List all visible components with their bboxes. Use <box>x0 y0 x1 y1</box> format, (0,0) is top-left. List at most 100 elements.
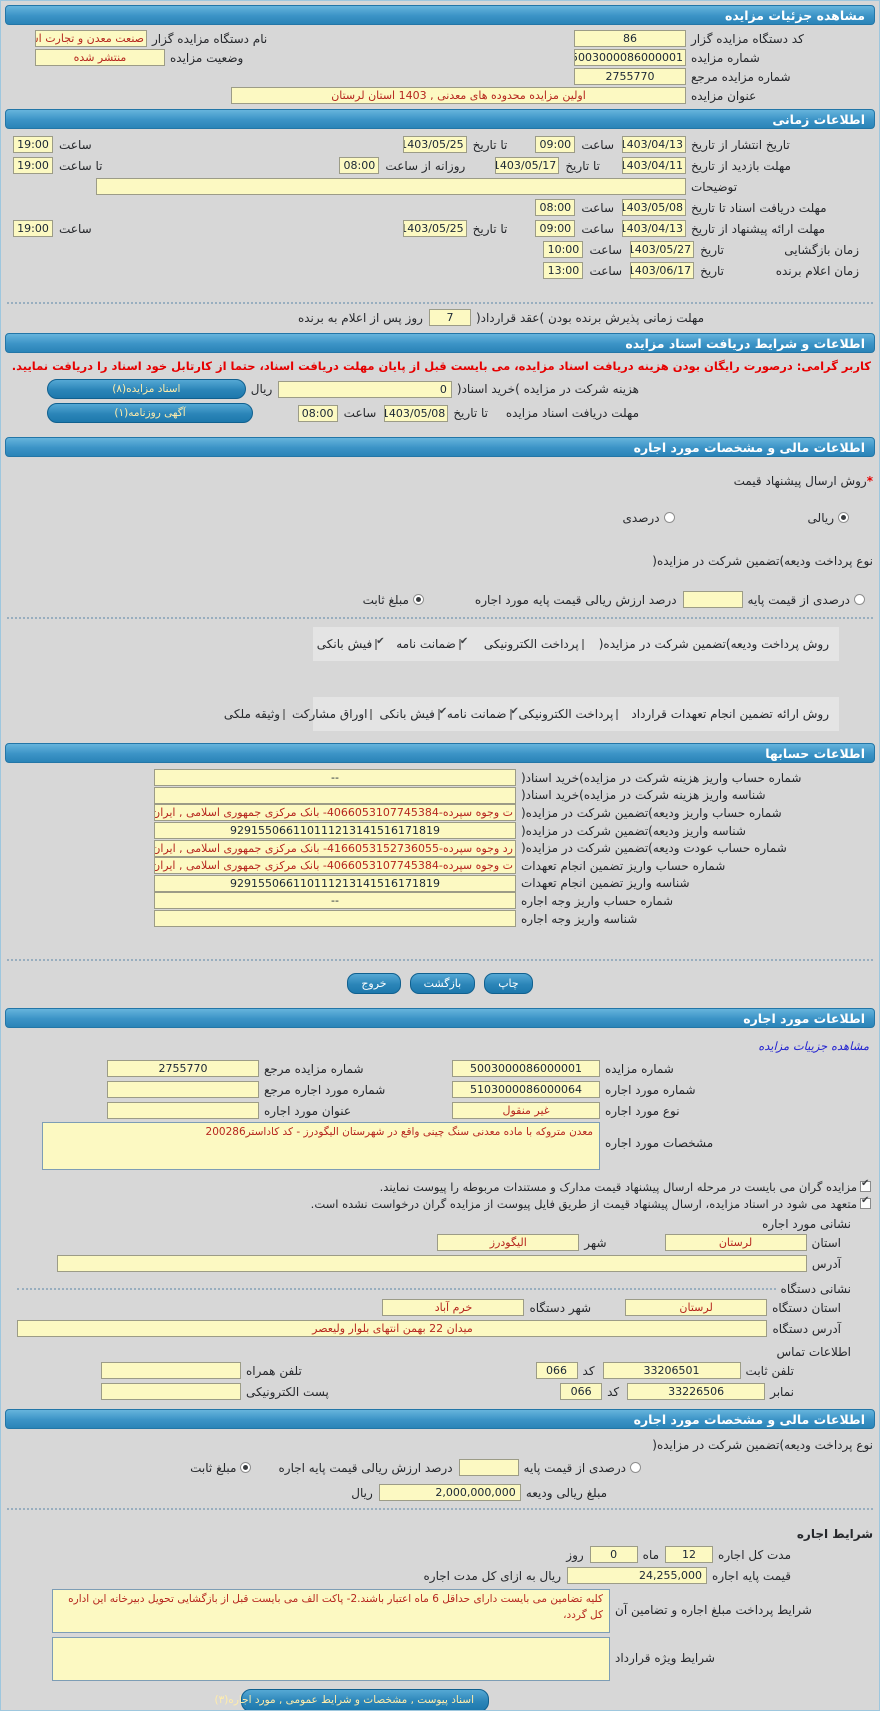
email-field[interactable] <box>101 1383 241 1401</box>
phone-code-field[interactable]: 066 <box>535 1362 578 1380</box>
doc-deadline-date-field[interactable]: 1403/05/08 <box>384 404 449 422</box>
deposit-slip-checkbox[interactable] <box>375 636 385 650</box>
org-code-field[interactable]: 86 <box>574 30 686 47</box>
org-name-pair: نام دستگاه مزایده گزار صنعت معدن و تجارت… <box>9 30 574 47</box>
percent-base-field[interactable] <box>682 591 743 608</box>
publish-to-date-field[interactable]: 1403/05/25 <box>402 136 467 153</box>
fax-field[interactable]: 33226506 <box>627 1383 766 1401</box>
special-terms-textarea[interactable] <box>52 1637 610 1682</box>
exit-button[interactable]: خروج <box>347 973 401 995</box>
to-date-label: تا تاریخ <box>453 406 488 420</box>
rental-item-ref-field[interactable] <box>107 1081 259 1099</box>
percent-base-radio[interactable] <box>854 594 865 605</box>
opening-time-field[interactable]: 10:00 <box>543 241 584 258</box>
rental-type-field[interactable]: غیر منقول <box>452 1102 600 1120</box>
view-auction-details-link[interactable]: مشاهده جزییات مزایده <box>758 1038 869 1053</box>
publish-from-date-field[interactable]: 1403/04/13 <box>622 136 686 153</box>
account-field[interactable]: -- <box>154 892 516 910</box>
org-province-field[interactable]: لرستان <box>625 1299 768 1317</box>
rental-auction-ref-field[interactable]: 2755770 <box>107 1060 259 1078</box>
winner-time-field[interactable]: 13:00 <box>543 262 584 279</box>
guarantee-bonds-checkbox[interactable] <box>370 708 373 720</box>
lease-months-field[interactable]: 12 <box>665 1546 714 1564</box>
subject-label: عنوان مزایده <box>691 88 757 103</box>
accept-days-field[interactable]: 7 <box>428 309 471 326</box>
deposit-guarantee-checkbox[interactable] <box>458 636 468 650</box>
account-field[interactable]: رد وجوه سپرده-4166053152736055- بانک مرک… <box>154 839 516 857</box>
org-address-field[interactable]: میدان 22 بهمن انتهای بلوار ولیعصر <box>17 1320 768 1338</box>
doc-fee-field[interactable]: 0 <box>278 380 452 398</box>
lease-days-field[interactable]: 0 <box>589 1546 638 1564</box>
rental-auction-ref-label: شماره مزایده مرجع <box>264 1061 364 1076</box>
rental-item-no-field[interactable]: 5103000086000064 <box>452 1081 600 1099</box>
account-row: شناسه واریز تضمین انجام تعهدات 929155066… <box>1 874 879 893</box>
account-field[interactable] <box>154 910 516 928</box>
description-field[interactable] <box>96 178 686 195</box>
phone-field[interactable]: 33206501 <box>602 1362 741 1380</box>
back-button[interactable]: بازگشت <box>409 973 476 995</box>
rental-auction-no-field[interactable]: 5003000086000001 <box>452 1060 600 1078</box>
account-field[interactable]: ت وجوه سپرده-4066053107745384- بانک مرکز… <box>154 857 516 875</box>
row-description: توضیحات <box>1 177 879 196</box>
ref-no-field[interactable]: 2755770 <box>574 68 686 85</box>
guarantee-guarantee-checkbox[interactable] <box>509 706 519 720</box>
offer-from-time-field[interactable]: 09:00 <box>535 220 576 237</box>
account-field[interactable]: ت وجوه سپرده-4066053107745384- بانک مرکز… <box>154 804 516 822</box>
mobile-field[interactable] <box>101 1362 241 1380</box>
org-city-field[interactable]: خرم آباد <box>382 1299 525 1317</box>
guarantee-property-checkbox[interactable] <box>283 708 286 720</box>
deposit-amount-field[interactable]: 2,000,000,000 <box>378 1484 521 1502</box>
address-field[interactable] <box>56 1255 807 1273</box>
city-field[interactable]: الیگودرز <box>437 1234 580 1252</box>
no-file-required-checkbox[interactable] <box>860 1195 871 1210</box>
rial-option-label: ریالی <box>807 510 834 525</box>
fixed-amount-radio-2[interactable] <box>240 1462 252 1474</box>
rental-title-field[interactable] <box>107 1102 259 1120</box>
row-deposit-type: نوع پرداخت ودیعه)تضمین شرکت در مزایده( <box>1 551 879 570</box>
auction-docs-button[interactable]: اسناد مزایده(۸) <box>47 378 246 400</box>
pay-terms-textarea[interactable]: کلیه تضامین می بایست دارای حداقل 6 ماه ا… <box>52 1589 610 1634</box>
percent-radio[interactable] <box>663 512 675 523</box>
attachments-button[interactable]: اسناد پیوست , مشخصات و شرایط عمومی , مور… <box>215 1689 489 1710</box>
subject-field[interactable]: اولین مزایده محدوده های معدنی , 1403 است… <box>231 87 686 104</box>
account-label: شماره حساب واریز ودیعه)تضمین شرکت در مزا… <box>521 805 782 820</box>
visit-to-date-field[interactable]: 1403/05/17 <box>495 157 560 174</box>
account-field[interactable]: -- <box>154 769 516 787</box>
docs-deadline-date-field[interactable]: 1403/05/08 <box>622 199 686 216</box>
org-name-field[interactable]: صنعت معدن و تجارت استان <box>35 30 147 47</box>
percent-base-radio-2[interactable] <box>630 1462 641 1474</box>
newspaper-ad-button[interactable]: آگهی روزنامه(۱) <box>47 402 253 424</box>
attach-required-checkbox[interactable] <box>860 1178 871 1193</box>
doc-deadline-time-field[interactable]: 08:00 <box>297 404 338 422</box>
base-price-field[interactable]: 24,255,000 <box>567 1567 708 1585</box>
deposit-epay-checkbox[interactable] <box>581 638 584 650</box>
auction-no-field[interactable]: 5003000086000001 <box>574 49 686 66</box>
guarantee-slip-checkbox[interactable] <box>437 706 447 720</box>
account-field[interactable]: 929155066110111213141516171819 <box>154 822 516 840</box>
visit-daily-time-field[interactable]: 08:00 <box>339 157 380 174</box>
section-header-docs-terms: اطلاعات و شرایط دریافت اسناد مزایده <box>5 333 875 353</box>
publish-from-time-field[interactable]: 09:00 <box>535 136 576 153</box>
fax-code-field[interactable]: 066 <box>560 1383 603 1401</box>
rial-radio[interactable] <box>838 512 849 523</box>
fixed-amount-radio[interactable] <box>412 594 424 605</box>
offer-from-date-field[interactable]: 1403/04/13 <box>622 220 686 237</box>
row-deposit-type-options: درصدی از قیمت پایه درصد ارزش ریالی قیمت … <box>1 590 879 609</box>
guarantee-epay-checkbox[interactable] <box>616 708 619 720</box>
visit-to-time-field[interactable]: 19:00 <box>13 157 53 174</box>
offer-to-time-field[interactable]: 19:00 <box>13 220 53 237</box>
percent-base-field-2[interactable] <box>458 1459 519 1477</box>
winner-date-field[interactable]: 1403/06/17 <box>630 262 695 279</box>
account-field[interactable]: 929155066110111213141516171819 <box>154 874 516 892</box>
fax-label: نمابر <box>770 1384 794 1399</box>
status-badge[interactable]: منتشر شده <box>35 49 165 66</box>
opening-date-field[interactable]: 1403/05/27 <box>630 241 695 258</box>
publish-to-time-field[interactable]: 19:00 <box>13 136 53 153</box>
rental-spec-textarea[interactable]: معدن متروکه با ماده معدنی سنگ چینی واقع … <box>42 1122 600 1171</box>
account-field[interactable] <box>154 786 516 804</box>
print-button[interactable]: چاپ <box>484 973 533 995</box>
docs-deadline-time-field[interactable]: 08:00 <box>535 199 576 216</box>
province-field[interactable]: لرستان <box>664 1234 807 1252</box>
offer-to-date-field[interactable]: 1403/05/25 <box>402 220 467 237</box>
visit-from-date-field[interactable]: 1403/04/11 <box>622 157 686 174</box>
